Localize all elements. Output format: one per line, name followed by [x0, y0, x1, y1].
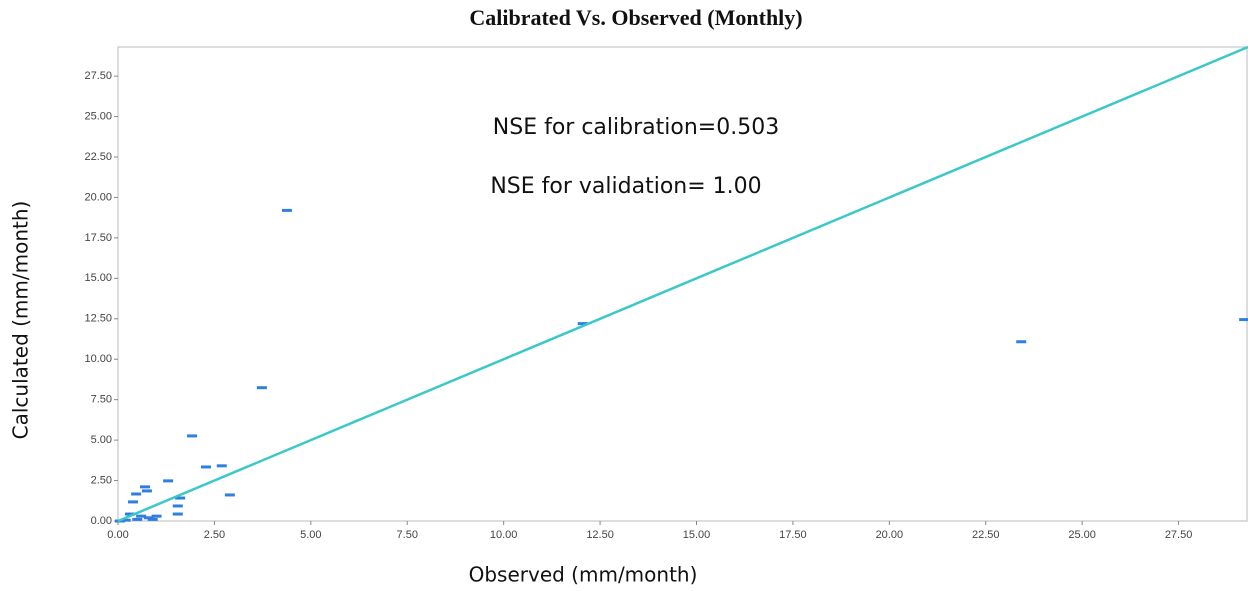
point [131, 492, 142, 496]
point [1016, 340, 1027, 344]
point [124, 512, 135, 516]
y-tick-label: 2.50 [91, 474, 112, 486]
x-tick-label: 12.50 [586, 529, 614, 541]
reference-line [117, 45, 1248, 523]
x-tick-label: 20.00 [876, 529, 904, 541]
annotation: NSE for calibration=0.503 [493, 115, 779, 140]
x-tick-label: 0.00 [107, 529, 128, 541]
x-tick-label: 15.00 [683, 529, 711, 541]
point [187, 434, 198, 438]
y-tick-label: 10.00 [84, 353, 112, 365]
y-tick-label: 17.50 [84, 232, 112, 244]
x-tick-label: 2.50 [204, 529, 225, 541]
point [128, 500, 139, 504]
point [120, 518, 131, 522]
x-tick-label: 7.50 [397, 529, 418, 541]
point [1239, 318, 1248, 322]
y-tick-label: 15.00 [84, 272, 112, 284]
point [200, 465, 211, 469]
point [143, 516, 154, 520]
point [224, 493, 235, 497]
y-tick-label: 27.50 [84, 70, 112, 82]
x-tick-label: 27.50 [1165, 529, 1193, 541]
plot-frame [117, 46, 1248, 522]
chart-title: Calibrated Vs. Observed (Monthly) [469, 5, 802, 30]
y-axis-label: Calculated (mm/month) [9, 201, 33, 440]
point [172, 504, 183, 508]
y-tick-label: 25.00 [84, 110, 112, 122]
point [172, 512, 183, 516]
point [175, 496, 186, 500]
y-tick-label: 20.00 [84, 191, 112, 203]
point [163, 479, 174, 483]
point [281, 208, 292, 212]
point [139, 485, 150, 489]
point [132, 517, 143, 521]
point [136, 514, 147, 518]
y-tick-label: 12.50 [84, 313, 112, 325]
annotation: NSE for validation= 1.00 [490, 174, 761, 199]
y-tick-label: 7.50 [91, 394, 112, 406]
point [141, 489, 152, 493]
x-tick-label: 17.50 [779, 529, 807, 541]
x-tick-label: 25.00 [1068, 529, 1096, 541]
point [147, 517, 158, 521]
x-tick-label: 5.00 [300, 529, 321, 541]
x-tick-label: 10.00 [490, 529, 518, 541]
x-axis-label: Observed (mm/month) [469, 563, 698, 587]
y-tick-label: 0.00 [91, 515, 112, 527]
point [151, 514, 162, 518]
y-tick-label: 22.50 [84, 151, 112, 163]
x-tick-label: 22.50 [972, 529, 1000, 541]
y-tick-label: 5.00 [91, 434, 112, 446]
point [216, 464, 227, 468]
point [256, 386, 267, 390]
point [577, 322, 588, 326]
